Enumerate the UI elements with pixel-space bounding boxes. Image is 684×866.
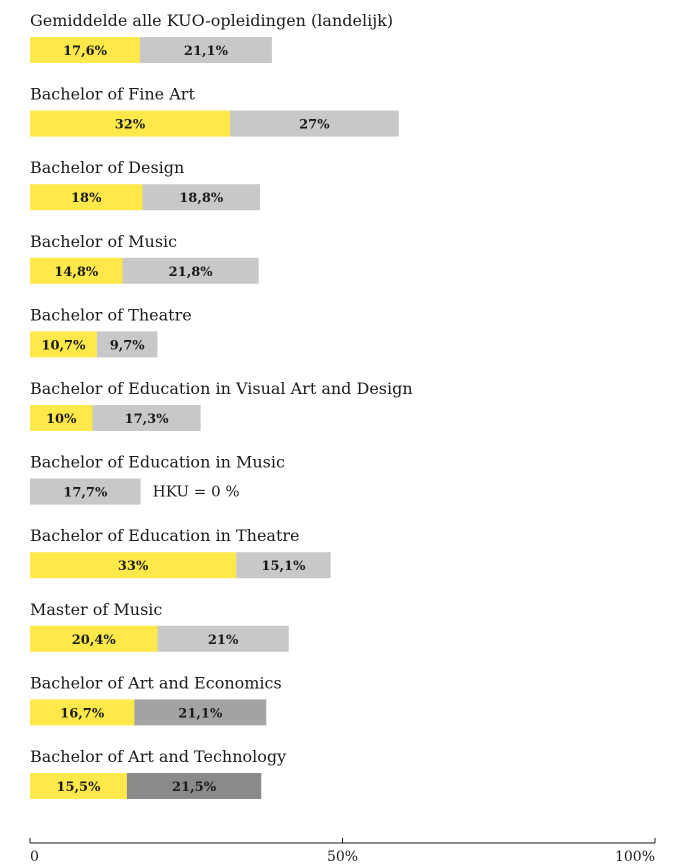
bar-row: Bachelor of Education in Theatre 33% 15,1% xyxy=(30,526,331,579)
bar-segment-secondary xyxy=(142,184,260,211)
data-label: 18% xyxy=(71,191,102,206)
bar-segment-primary xyxy=(30,37,140,63)
data-label: 17,6% xyxy=(63,44,108,59)
bar-segment-primary xyxy=(30,773,127,799)
bar-row: Bachelor of Fine Art 32% 27% xyxy=(30,85,399,137)
data-label: 21,5% xyxy=(172,780,217,795)
data-label: 21% xyxy=(208,633,239,648)
bar-segment-secondary xyxy=(230,110,399,137)
data-label: 18,8% xyxy=(179,191,224,206)
data-label: 9,7% xyxy=(110,338,146,353)
data-label: 17,3% xyxy=(125,412,170,427)
data-label: 15,5% xyxy=(56,780,101,795)
bar-segment-secondary xyxy=(96,331,158,358)
bar-segment-secondary xyxy=(236,552,331,579)
data-label: 20,4% xyxy=(72,633,117,648)
x-axis: 0 50% 100% xyxy=(29,838,656,865)
bar-segment-primary xyxy=(30,110,230,137)
bar-row: Bachelor of Education in Visual Art and … xyxy=(30,379,413,431)
bar-segment-primary xyxy=(30,625,158,652)
bar-note: HKU = 0 % xyxy=(153,483,240,501)
category-label: Bachelor of Education in Music xyxy=(30,453,285,472)
category-label: Bachelor of Fine Art xyxy=(30,85,195,104)
data-label: 21,1% xyxy=(184,44,229,59)
data-label: 21,8% xyxy=(169,265,214,280)
data-label: 33% xyxy=(118,559,149,574)
bar-segment-secondary xyxy=(126,773,262,799)
bar-segment-secondary xyxy=(140,37,272,63)
chart-rows: Gemiddelde alle KUO-opleidingen (landeli… xyxy=(30,11,413,799)
data-label: 10,7% xyxy=(41,338,86,353)
tick-label: 0 xyxy=(30,849,39,865)
bar-segment-primary xyxy=(30,405,93,431)
bar-segment-primary xyxy=(30,257,123,284)
category-label: Bachelor of Art and Technology xyxy=(30,747,286,766)
tick-label: 100% xyxy=(615,849,655,865)
bar-row: Master of Music 20,4% 21% xyxy=(30,600,289,652)
bar-row: Bachelor of Theatre 10,7% 9,7% xyxy=(30,305,192,358)
bar-row: Bachelor of Art and Economics 16,7% 21,1% xyxy=(30,673,282,726)
category-label: Bachelor of Design xyxy=(30,158,184,177)
bar-segment-primary xyxy=(30,331,97,358)
bar-segment-primary xyxy=(30,552,237,579)
bar-row: Bachelor of Design 18% 18,8% xyxy=(30,158,260,211)
bar-row: Bachelor of Music 14,8% 21,8% xyxy=(30,232,259,284)
bar-segment-secondary xyxy=(134,699,267,726)
category-label: Bachelor of Theatre xyxy=(30,305,192,324)
category-label: Bachelor of Art and Economics xyxy=(30,673,282,692)
bar-segment-secondary xyxy=(92,405,201,431)
data-label: 15,1% xyxy=(261,559,306,574)
bar-segment-secondary xyxy=(30,478,141,505)
bar-row: Gemiddelde alle KUO-opleidingen (landeli… xyxy=(30,11,393,63)
category-label: Bachelor of Education in Visual Art and … xyxy=(30,379,413,398)
category-label: Bachelor of Music xyxy=(30,232,177,251)
data-label: 14,8% xyxy=(54,265,99,280)
bar-row: Bachelor of Education in Music 17,7% HKU =… xyxy=(30,453,285,505)
bar-segment-secondary xyxy=(157,625,289,652)
tick-label: 50% xyxy=(327,849,358,865)
data-label: 32% xyxy=(115,118,146,133)
data-label: 17,7% xyxy=(63,486,108,501)
bar-segment-secondary xyxy=(122,257,259,284)
data-label: 27% xyxy=(299,118,330,133)
data-label: 10% xyxy=(46,412,77,427)
data-label: 16,7% xyxy=(60,706,105,721)
bar-segment-primary xyxy=(30,699,135,726)
category-label: Bachelor of Education in Theatre xyxy=(30,526,300,545)
bar-segment-primary xyxy=(30,184,143,211)
category-label: Gemiddelde alle KUO-opleidingen (landeli… xyxy=(30,11,393,30)
data-label: 21,1% xyxy=(178,706,223,721)
category-label: Master of Music xyxy=(30,600,162,619)
bar-row: Bachelor of Art and Technology 15,5% 21,5% xyxy=(30,747,286,799)
